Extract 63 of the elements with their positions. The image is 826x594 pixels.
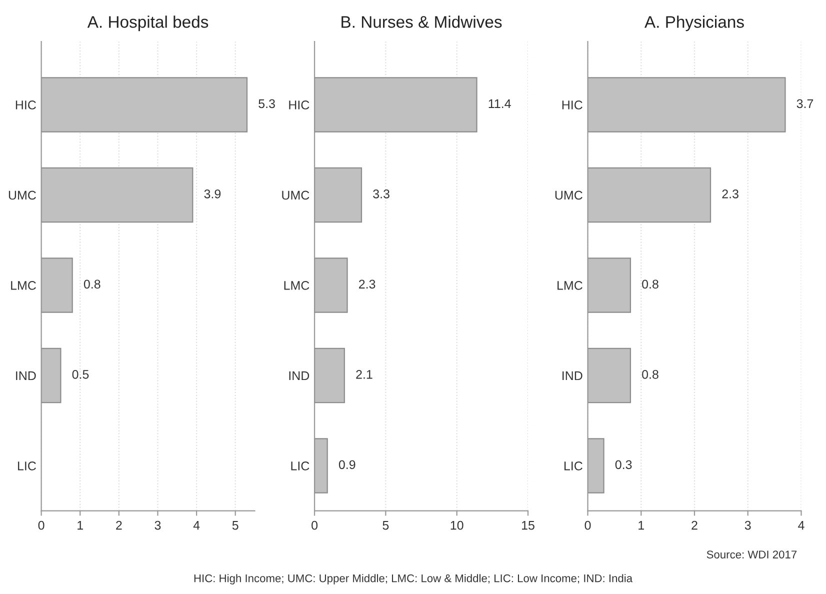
x-tick-label: 2 <box>116 520 122 530</box>
text: HIC: High Income; UMC: Upper Middle; LMC: Low & Middle; LIC: Low Income; IND: India <box>194 574 633 584</box>
data-label: 3.9 <box>204 189 221 198</box>
bar <box>314 77 478 132</box>
y-tick-label: IND <box>289 371 310 380</box>
bar <box>314 167 362 223</box>
data-label: 2.3 <box>359 280 376 289</box>
bar <box>314 258 348 313</box>
bar <box>314 348 345 404</box>
y-tick-label: UMC <box>555 190 582 200</box>
x-tick-label: 5 <box>232 521 238 530</box>
bar <box>41 77 248 132</box>
x-tick-label: 3 <box>744 520 751 530</box>
bar <box>314 438 328 494</box>
data-label: 0.5 <box>72 370 89 379</box>
y-tick-label: IND <box>562 371 582 380</box>
x-tick-label: 4 <box>193 521 200 530</box>
y-tick-label: LIC <box>18 462 36 470</box>
data-label: 2.1 <box>356 370 372 379</box>
y-tick-label: LIC <box>564 462 582 470</box>
data-label: 5.3 <box>258 99 275 108</box>
bar <box>588 77 786 132</box>
data-label: 3.3 <box>373 189 390 198</box>
x-tick-label: 0 <box>38 520 44 530</box>
y-tick-label: HIC <box>289 100 310 110</box>
y-tick-label: UMC <box>282 190 310 200</box>
data-label: 0.3 <box>615 460 632 470</box>
bar <box>588 348 632 404</box>
bar <box>588 167 712 223</box>
bar <box>41 348 62 404</box>
y-tick-label: IND <box>16 371 36 380</box>
bar <box>41 167 194 223</box>
y-tick-label: LIC <box>291 462 310 470</box>
data-label: 0.9 <box>338 460 356 470</box>
source-note: Source: WDI 2017 <box>706 550 797 558</box>
x-tick-label: 5 <box>382 521 389 530</box>
chart-title: A. Hospital beds <box>87 16 208 32</box>
y-tick-label: LMC <box>284 281 310 290</box>
data-label: 3.7 <box>796 99 814 108</box>
x-tick-label: 10 <box>450 520 464 530</box>
data-label: 0.8 <box>84 280 100 289</box>
y-tick-label: LMC <box>558 281 582 290</box>
x-tick-label: 0 <box>312 520 318 530</box>
y-tick-label: HIC <box>16 100 36 110</box>
data-label: 2.3 <box>722 189 738 198</box>
x-tick-label: 1 <box>638 521 644 530</box>
bar <box>588 258 632 313</box>
y-tick-label: LMC <box>11 281 36 290</box>
data-label: 11.4 <box>488 99 511 108</box>
x-tick-label: 1 <box>78 521 83 530</box>
x-tick-label: 0 <box>584 520 591 530</box>
x-tick-label: 4 <box>798 521 804 530</box>
chart-title: A. Physicians <box>644 16 744 32</box>
bar <box>588 438 604 494</box>
data-label: 0.8 <box>642 280 658 289</box>
data-label: 0.8 <box>642 370 658 379</box>
bar <box>41 258 73 313</box>
x-tick-label: 2 <box>692 520 698 530</box>
chart-title: B. Nurses & Midwives <box>342 16 502 28</box>
y-tick-label: HIC <box>562 100 582 110</box>
x-tick-label: 3 <box>154 520 161 530</box>
x-tick-label: 15 <box>522 521 534 530</box>
y-tick-label: UMC <box>8 190 36 200</box>
